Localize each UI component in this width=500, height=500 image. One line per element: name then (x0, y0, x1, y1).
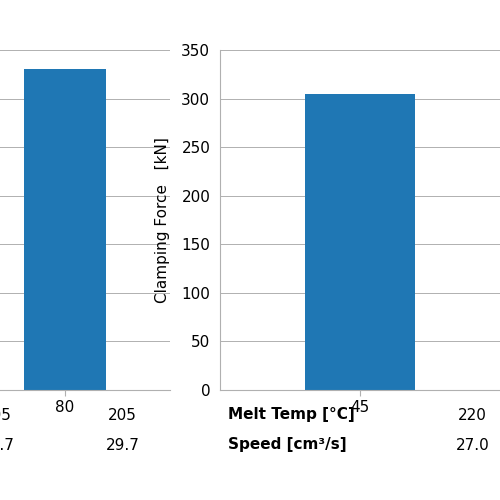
Text: 220: 220 (458, 408, 487, 422)
Text: Speed [cm³/s]: Speed [cm³/s] (228, 438, 346, 452)
Bar (305, 94, 415, 390)
Y-axis label: Clamping Force   [kN]: Clamping Force [kN] (155, 137, 170, 303)
Text: 29.7: 29.7 (106, 438, 140, 452)
Text: Melt Temp [°C]: Melt Temp [°C] (228, 408, 354, 422)
Text: 27.0: 27.0 (456, 438, 490, 452)
Text: 205: 205 (0, 408, 12, 422)
Text: 205: 205 (108, 408, 137, 422)
Text: 29.7: 29.7 (0, 438, 14, 452)
Bar (24, 70, 106, 390)
